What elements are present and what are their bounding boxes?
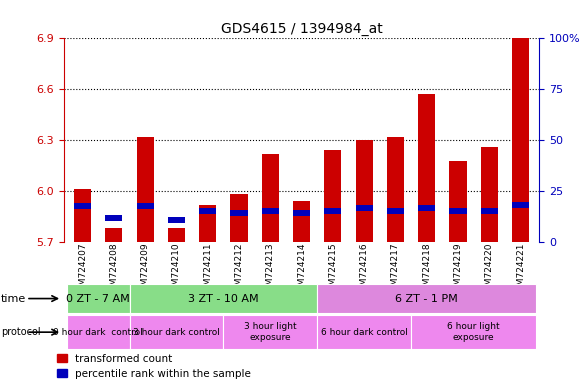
Text: 0 ZT - 7 AM: 0 ZT - 7 AM	[66, 293, 130, 304]
Title: GDS4615 / 1394984_at: GDS4615 / 1394984_at	[221, 22, 382, 36]
Bar	[74, 204, 91, 209]
Bar	[129, 315, 223, 349]
Bar	[450, 209, 467, 214]
Bar	[168, 228, 185, 242]
Bar	[512, 38, 529, 242]
Bar	[199, 205, 216, 242]
Bar	[105, 228, 122, 242]
Bar	[105, 215, 122, 221]
Bar	[481, 147, 498, 242]
Text: 3 hour dark control: 3 hour dark control	[133, 328, 220, 337]
Bar	[262, 209, 279, 214]
Bar	[418, 94, 436, 242]
Text: GSM724220: GSM724220	[485, 243, 494, 297]
Bar	[168, 217, 185, 223]
Text: GSM724210: GSM724210	[172, 243, 181, 297]
Text: 0 hour dark  control: 0 hour dark control	[53, 328, 143, 337]
Bar	[74, 189, 91, 242]
Text: GSM724207: GSM724207	[78, 243, 87, 297]
Legend: transformed count, percentile rank within the sample: transformed count, percentile rank withi…	[57, 354, 251, 379]
Bar	[324, 209, 342, 214]
Bar	[411, 315, 536, 349]
Text: GSM724219: GSM724219	[454, 243, 462, 297]
Text: GSM724213: GSM724213	[266, 243, 275, 297]
Text: 6 ZT - 1 PM: 6 ZT - 1 PM	[396, 293, 458, 304]
Text: 3 ZT - 10 AM: 3 ZT - 10 AM	[188, 293, 259, 304]
Bar	[67, 315, 129, 349]
Text: protocol: protocol	[1, 327, 41, 337]
Bar	[293, 210, 310, 216]
Text: GSM724221: GSM724221	[516, 243, 525, 297]
Text: GSM724208: GSM724208	[110, 243, 118, 297]
Text: GSM724216: GSM724216	[360, 243, 369, 297]
Text: GSM724211: GSM724211	[203, 243, 212, 297]
Bar	[317, 315, 411, 349]
Text: GSM724218: GSM724218	[422, 243, 432, 297]
Text: 6 hour dark control: 6 hour dark control	[321, 328, 408, 337]
Bar	[512, 202, 529, 208]
Text: time: time	[1, 293, 27, 304]
Bar	[387, 137, 404, 242]
Bar	[356, 140, 373, 242]
Text: GSM724217: GSM724217	[391, 243, 400, 297]
Bar	[223, 315, 317, 349]
Text: GSM724215: GSM724215	[328, 243, 338, 297]
Text: GSM724212: GSM724212	[234, 243, 244, 297]
Bar	[136, 204, 154, 209]
Bar	[317, 284, 536, 313]
Bar	[418, 205, 436, 211]
Bar	[230, 194, 248, 242]
Text: GSM724209: GSM724209	[141, 243, 150, 297]
Bar	[356, 205, 373, 211]
Bar	[324, 151, 342, 242]
Bar	[293, 201, 310, 242]
Bar	[262, 154, 279, 242]
Bar	[450, 161, 467, 242]
Bar	[481, 209, 498, 214]
Bar	[387, 209, 404, 214]
Bar	[67, 284, 129, 313]
Text: 3 hour light
exposure: 3 hour light exposure	[244, 323, 296, 342]
Text: GSM724214: GSM724214	[297, 243, 306, 297]
Bar	[230, 210, 248, 216]
Text: 6 hour light
exposure: 6 hour light exposure	[447, 323, 500, 342]
Bar	[199, 209, 216, 214]
Bar	[136, 137, 154, 242]
Bar	[129, 284, 317, 313]
